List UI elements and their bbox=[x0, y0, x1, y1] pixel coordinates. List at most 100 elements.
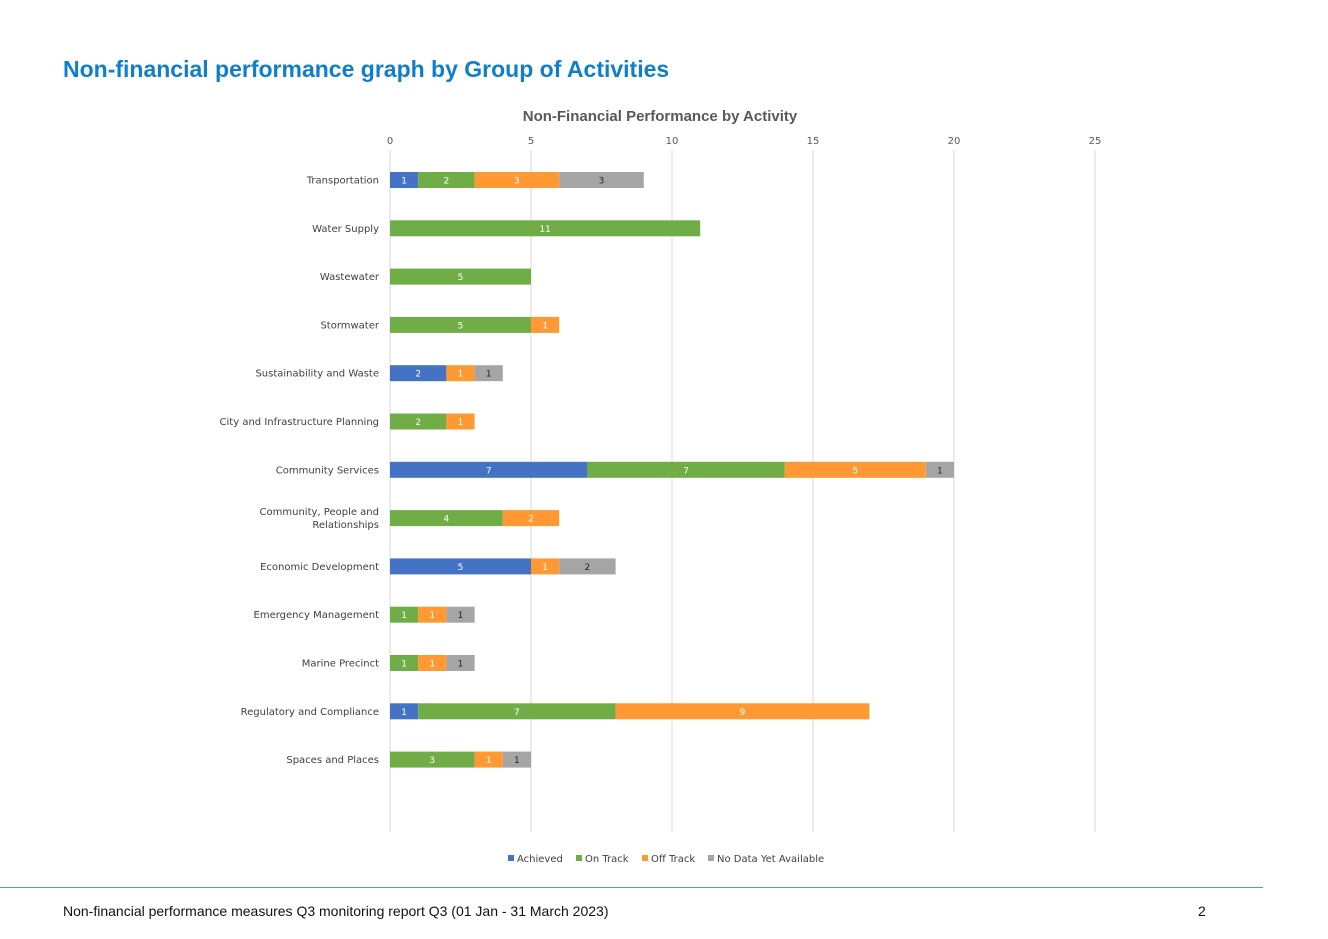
category-label-line: Wastewater bbox=[320, 272, 380, 283]
bar-segment bbox=[531, 316, 560, 333]
data-label: 2 bbox=[585, 563, 591, 573]
bar-segment bbox=[390, 510, 503, 527]
bar-segment bbox=[418, 703, 616, 720]
bar-segment bbox=[784, 461, 926, 478]
legend-swatch bbox=[642, 855, 648, 861]
bar-segment bbox=[390, 172, 419, 188]
data-label: 1 bbox=[401, 660, 407, 670]
bar-segment bbox=[390, 365, 447, 382]
legend-label: On Track bbox=[585, 854, 629, 865]
footer-divider bbox=[0, 887, 1263, 888]
category-label-line: Community Services bbox=[276, 465, 379, 476]
category-label: Sustainability and Waste bbox=[255, 369, 379, 380]
bar-segment bbox=[502, 510, 560, 527]
data-label: 5 bbox=[458, 273, 464, 283]
data-label: 2 bbox=[415, 370, 421, 380]
category-label-line: Marine Precinct bbox=[302, 659, 379, 670]
bar-segment bbox=[615, 703, 870, 720]
category-label: Marine Precinct bbox=[302, 659, 379, 670]
bar-segment bbox=[390, 655, 419, 671]
bar-segment bbox=[390, 268, 531, 285]
page-title: Non-financial performance graph by Group… bbox=[63, 56, 670, 82]
data-label: 1 bbox=[458, 611, 464, 621]
category-label-line: Water Supply bbox=[312, 224, 379, 235]
bar-chart: Non-Financial Performance by Activity 0 5… bbox=[220, 108, 1102, 865]
bar-segment bbox=[446, 413, 475, 430]
data-label: 1 bbox=[486, 370, 492, 380]
chart-title: Non-Financial Performance by Activity bbox=[523, 108, 798, 125]
data-label: 1 bbox=[937, 466, 943, 476]
bar-segment bbox=[474, 751, 503, 768]
data-label: 7 bbox=[486, 466, 492, 476]
category-label-line: Economic Development bbox=[260, 562, 379, 573]
bar-segment bbox=[446, 365, 475, 382]
category-label: Economic Development bbox=[260, 562, 379, 573]
bar-segment bbox=[925, 461, 954, 478]
category-label: City and Infrastructure Planning bbox=[220, 417, 379, 428]
category-label: Stormwater bbox=[320, 320, 379, 331]
bar-segment bbox=[474, 172, 560, 188]
data-label: 5 bbox=[852, 466, 858, 476]
category-label: Community, People and Relationships bbox=[260, 507, 379, 531]
category-label: Transportation bbox=[306, 176, 379, 187]
bar-segment bbox=[390, 461, 588, 478]
data-label: 1 bbox=[458, 660, 464, 670]
legend-swatch bbox=[708, 855, 714, 861]
data-label: 1 bbox=[486, 756, 492, 766]
x-tick-label: 10 bbox=[666, 136, 679, 147]
data-label: 1 bbox=[429, 660, 435, 670]
category-label: Regulatory and Compliance bbox=[241, 707, 379, 718]
legend-label: Off Track bbox=[651, 854, 695, 865]
data-label: 5 bbox=[458, 563, 464, 573]
category-label: Community Services bbox=[276, 465, 379, 476]
bar-segment bbox=[390, 703, 419, 720]
category-label-line: Stormwater bbox=[320, 320, 379, 331]
data-label: 2 bbox=[444, 177, 450, 187]
data-label: 2 bbox=[415, 418, 421, 428]
data-label: 1 bbox=[542, 563, 548, 573]
data-label: 3 bbox=[514, 177, 520, 187]
footer-text: Non-financial performance measures Q3 mo… bbox=[63, 903, 609, 919]
data-label: 1 bbox=[542, 321, 548, 331]
category-label-line: City and Infrastructure Planning bbox=[220, 417, 379, 428]
category-label-line: Regulatory and Compliance bbox=[241, 707, 379, 718]
legend-swatch bbox=[576, 855, 582, 861]
data-label: 1 bbox=[401, 177, 407, 187]
data-label: 1 bbox=[458, 370, 464, 380]
data-label: 1 bbox=[458, 418, 464, 428]
category-label-line: Transportation bbox=[306, 176, 379, 187]
bar-segment bbox=[446, 655, 475, 671]
data-label: 7 bbox=[514, 708, 520, 718]
data-label: 2 bbox=[528, 515, 534, 525]
category-label: Emergency Management bbox=[254, 610, 380, 621]
x-tick-label: 25 bbox=[1089, 136, 1102, 147]
bar-segment bbox=[390, 316, 531, 333]
category-label: Spaces and Places bbox=[286, 755, 379, 766]
data-label: 9 bbox=[740, 708, 746, 718]
data-label: 11 bbox=[539, 225, 550, 235]
data-label: 1 bbox=[401, 708, 407, 718]
category-label-line: Sustainability and Waste bbox=[255, 369, 379, 380]
data-label: 5 bbox=[458, 321, 464, 331]
legend-label: Achieved bbox=[517, 854, 563, 865]
data-label: 1 bbox=[401, 611, 407, 621]
bar-segment bbox=[390, 558, 531, 575]
x-tick-label: 15 bbox=[807, 136, 820, 147]
legend-swatch bbox=[508, 855, 514, 861]
legend-label: No Data Yet Available bbox=[717, 854, 824, 865]
x-tick-label: 0 bbox=[387, 136, 393, 147]
data-label: 4 bbox=[444, 515, 450, 525]
data-label: 1 bbox=[429, 611, 435, 621]
bar-segment bbox=[559, 558, 616, 575]
page-number: 2 bbox=[1198, 903, 1206, 919]
bar-segment bbox=[587, 461, 785, 478]
bar-segment bbox=[418, 655, 447, 671]
data-label: 3 bbox=[599, 177, 605, 187]
category-label: Water Supply bbox=[312, 224, 379, 235]
data-label: 3 bbox=[429, 756, 435, 766]
bar-segment bbox=[418, 172, 475, 188]
category-label-line: Spaces and Places bbox=[286, 755, 379, 766]
bar-segment bbox=[446, 606, 475, 623]
category-label-line: Emergency Management bbox=[254, 610, 380, 621]
x-tick-label: 5 bbox=[528, 136, 534, 147]
